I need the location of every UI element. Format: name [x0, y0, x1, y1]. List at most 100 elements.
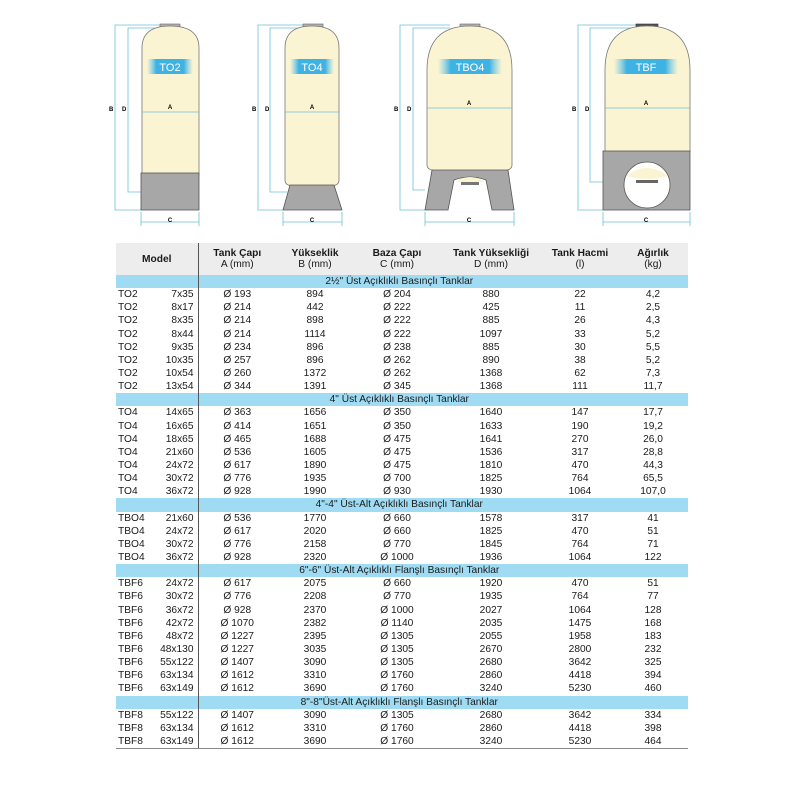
weight-cell: 460 [644, 683, 662, 695]
height-cell: 3090 [303, 657, 327, 669]
base-cell: Ø 1305 [380, 630, 414, 642]
size-cell: 55x122 [150, 656, 199, 670]
dim-b-label: B [109, 107, 114, 113]
volume-cell: 764 [571, 473, 589, 485]
height-cell: 1935 [303, 473, 327, 485]
header-weight: Ağırlık (kg) [618, 243, 688, 275]
size-cell: 7x35 [150, 288, 199, 302]
model-cell: TBF6 [118, 644, 143, 655]
height-cell: 2208 [303, 591, 327, 603]
height-cell: 3090 [303, 709, 327, 721]
size-cell: 30x72 [150, 537, 199, 551]
dim-a-label: A [644, 101, 649, 107]
tank-height-cell: 2670 [479, 644, 503, 655]
header-height: Yükseklik B (mm) [276, 243, 354, 275]
model-cell: TO4 [118, 486, 138, 498]
weight-cell: 51 [647, 525, 659, 537]
table-row: TBF6 48x72 Ø 1227 2395 Ø 1305 2055 1958 183 [116, 629, 688, 643]
tank-height-cell: 2055 [479, 630, 503, 642]
table-row: TBF6 55x122 Ø 1407 3090 Ø 1305 2680 3642 325 [116, 656, 688, 670]
base-cell: Ø 238 [383, 341, 411, 353]
tank-height-cell: 1845 [479, 538, 503, 550]
volume-cell: 3642 [568, 657, 592, 669]
base-cell: Ø 770 [383, 538, 411, 550]
table-row: TBF6 48x130 Ø 1227 3035 Ø 1305 2670 2800 232 [116, 642, 688, 657]
weight-cell: 11,7 [643, 381, 663, 393]
base-cell: Ø 660 [383, 525, 411, 537]
tank-height-cell: 1920 [479, 578, 503, 590]
header-tank-height: Tank Yüksekliği D (mm) [440, 243, 542, 275]
model-cell: TBF6 [118, 617, 143, 629]
table-row: TBF8 63x149 Ø 1612 3690 Ø 1760 3240 5230 464 [116, 734, 688, 750]
tank-label: TO4 [301, 62, 322, 74]
volume-cell: 317 [571, 512, 589, 524]
volume-cell: 62 [574, 368, 586, 380]
tank-height-cell: 1930 [479, 486, 503, 498]
base-cell: Ø 1000 [380, 604, 414, 616]
base-cell: Ø 262 [383, 368, 411, 380]
diameter-cell: Ø 776 [223, 591, 252, 603]
tank-height-cell: 885 [482, 315, 500, 327]
tank-height-cell: 2680 [479, 709, 503, 721]
tank-height-cell: 1578 [479, 512, 503, 524]
section-title: 4" Üst Açıklıklı Basınçlı Tanklar [198, 393, 688, 407]
base-cell: Ø 345 [383, 381, 411, 393]
height-cell: 898 [306, 315, 324, 327]
model-cell: TO2 [118, 368, 138, 380]
base-cell: Ø 1760 [380, 683, 414, 695]
model-cell: TBF6 [118, 604, 143, 616]
tank-height-cell: 2027 [479, 604, 503, 616]
table-header-row: Model Tank Çapı A (mm) Yükseklik B (mm) Ba… [116, 243, 688, 275]
size-cell: 48x72 [150, 629, 199, 643]
size-cell: 8x35 [150, 314, 199, 328]
base-cell: Ø 475 [383, 433, 411, 445]
volume-cell: 5230 [568, 683, 592, 695]
table-row: TO2 9x35 Ø 234 896 Ø 238 885 30 5,5 [116, 340, 688, 354]
diameter-cell: Ø 234 [223, 341, 252, 353]
table-row: TO2 8x44 Ø 214 1114 Ø 222 1097 33 5,2 [116, 327, 688, 341]
model-cell: TBF6 [118, 591, 143, 603]
table-row: TBF6 42x72 Ø 1070 2382 Ø 1140 2035 1475 168 [116, 616, 688, 630]
tank-height-cell: 2860 [479, 670, 503, 682]
volume-cell: 2800 [568, 644, 592, 655]
volume-cell: 1064 [568, 604, 592, 616]
model-cell: TBF6 [118, 578, 143, 590]
model-cell: TO2 [118, 381, 138, 393]
table-row: TO2 13x54 Ø 344 1391 Ø 345 1368 111 11,7 [116, 380, 688, 394]
size-cell: 48x130 [150, 642, 199, 657]
section-header-row: 4"-4" Üst-Alt Açıklıklı Basınçlı Tanklar [116, 498, 688, 512]
base-cell: Ø 350 [383, 420, 411, 432]
base-cell: Ø 222 [383, 315, 411, 327]
size-cell: 10x54 [150, 366, 199, 381]
height-cell: 3690 [276, 734, 354, 750]
height-cell: 2320 [303, 552, 327, 564]
model-cell: TO2 [118, 302, 138, 314]
size-cell: 21x60 [150, 511, 199, 525]
base-cell: Ø 660 [383, 578, 411, 590]
height-cell: 3690 [303, 683, 327, 695]
model-cell: TO2 [118, 341, 138, 353]
weight-cell: 183 [644, 630, 662, 642]
tank-height-cell: 1536 [479, 446, 503, 458]
base-cell: Ø 222 [383, 302, 411, 314]
model-cell: TBF6 [118, 630, 143, 642]
diameter-cell: Ø 1612 [220, 683, 254, 695]
weight-cell: 168 [644, 617, 662, 629]
diameter-cell: Ø 617 [223, 460, 252, 472]
section-title: 2½" Üst Açıklıklı Basınçlı Tanklar [198, 275, 688, 289]
height-cell: 1372 [303, 368, 327, 380]
diameter-cell: Ø 1612 [220, 670, 254, 682]
weight-cell: 464 [618, 734, 688, 750]
header-volume: Tank Hacmi (l) [542, 243, 618, 275]
diameter-cell: Ø 1227 [220, 644, 254, 655]
weight-cell: 2,5 [645, 302, 661, 314]
size-cell: 42x72 [150, 616, 199, 630]
base-cell: Ø 1305 [380, 644, 414, 655]
model-cell: TO4 [118, 473, 138, 485]
dim-c-label: C [467, 218, 472, 224]
model-cell: TO2 [118, 315, 138, 327]
table-row: TBF6 24x72 Ø 617 2075 Ø 660 1920 470 51 [116, 577, 688, 591]
dim-d-label: D [122, 107, 127, 113]
header-model: Model [116, 243, 199, 275]
model-cell: TBF8 [118, 722, 143, 734]
